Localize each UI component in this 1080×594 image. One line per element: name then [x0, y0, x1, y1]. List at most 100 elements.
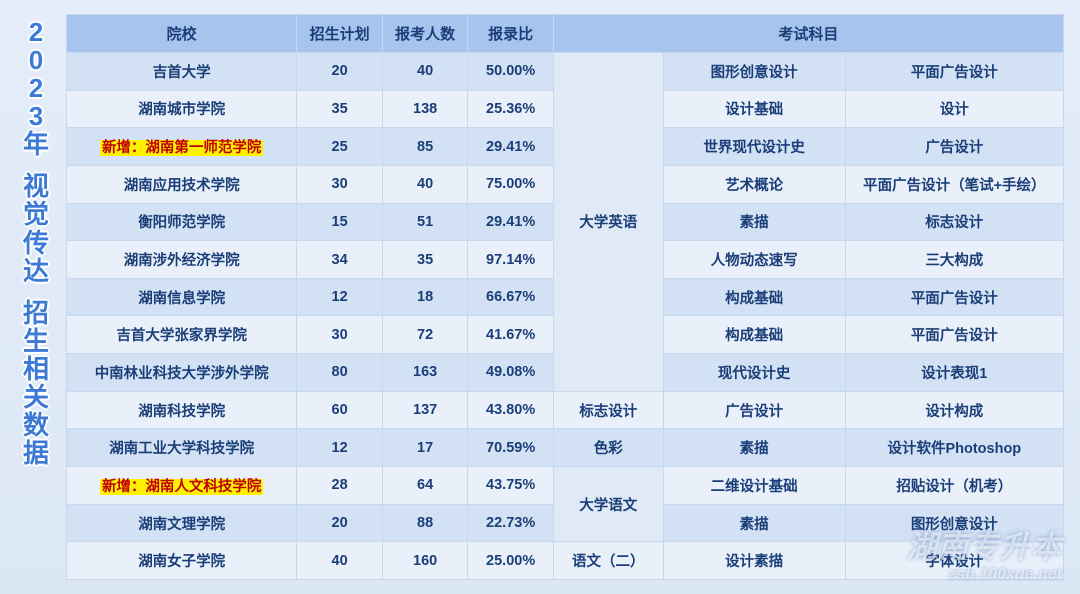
table-row: 吉首大学204050.00%大学英语图形创意设计平面广告设计 [67, 53, 1063, 90]
cell-plan: 20 [297, 53, 382, 90]
side-title-char: 视 [23, 172, 49, 200]
side-title-char: 2 [29, 74, 43, 102]
th-applicants: 报考人数 [383, 15, 468, 52]
cell-subject2: 广告设计 [664, 392, 845, 429]
cell-plan: 35 [297, 91, 382, 128]
table-row: 湖南女子学院4016025.00%语文（二）设计素描字体设计 [67, 542, 1063, 579]
table-body: 吉首大学204050.00%大学英语图形创意设计平面广告设计湖南城市学院3513… [67, 53, 1063, 579]
cell-plan: 60 [297, 392, 382, 429]
cell-subject3: 设计表现1 [846, 354, 1063, 391]
cell-subject3: 平面广告设计 [846, 316, 1063, 353]
cell-subject2: 图形创意设计 [664, 53, 845, 90]
cell-subject2: 现代设计史 [664, 354, 845, 391]
side-title-char: 据 [23, 439, 49, 467]
cell-subject2: 构成基础 [664, 316, 845, 353]
cell-applicants: 160 [383, 542, 468, 579]
cell-school: 衡阳师范学院 [67, 204, 296, 241]
cell-subject2: 艺术概论 [664, 166, 845, 203]
cell-plan: 25 [297, 128, 382, 165]
cell-subject2: 设计素描 [664, 542, 845, 579]
side-title-char: 达 [23, 257, 49, 285]
cell-subject2: 素描 [664, 429, 845, 466]
cell-school: 湖南应用技术学院 [67, 166, 296, 203]
side-title-char: 3 [29, 102, 43, 130]
cell-subject3: 平面广告设计 [846, 53, 1063, 90]
cell-school: 湖南文理学院 [67, 505, 296, 542]
cell-plan: 15 [297, 204, 382, 241]
cell-plan: 80 [297, 354, 382, 391]
cell-ratio: 22.73% [468, 505, 553, 542]
cell-ratio: 41.67% [468, 316, 553, 353]
cell-ratio: 29.41% [468, 204, 553, 241]
th-plan: 招生计划 [297, 15, 382, 52]
cell-ratio: 50.00% [468, 53, 553, 90]
cell-plan: 30 [297, 316, 382, 353]
side-title: 2023年视觉传达招生相关数据 [20, 14, 52, 580]
cell-ratio: 43.75% [468, 467, 553, 504]
cell-applicants: 40 [383, 53, 468, 90]
side-title-char: 招 [23, 299, 49, 327]
cell-ratio: 97.14% [468, 241, 553, 278]
cell-subject3: 图形创意设计 [846, 505, 1063, 542]
cell-applicants: 72 [383, 316, 468, 353]
cell-ratio: 25.00% [468, 542, 553, 579]
cell-plan: 20 [297, 505, 382, 542]
side-title-char: 关 [23, 383, 49, 411]
cell-school: 湖南涉外经济学院 [67, 241, 296, 278]
th-ratio: 报录比 [468, 15, 553, 52]
side-title-char: 2 [29, 18, 43, 46]
cell-applicants: 88 [383, 505, 468, 542]
cell-plan: 40 [297, 542, 382, 579]
cell-subject3: 字体设计 [846, 542, 1063, 579]
cell-applicants: 18 [383, 279, 468, 316]
cell-plan: 12 [297, 429, 382, 466]
cell-subject3: 设计构成 [846, 392, 1063, 429]
th-school: 院校 [67, 15, 296, 52]
cell-school: 湖南科技学院 [67, 392, 296, 429]
cell-subject1: 语文（二） [554, 542, 663, 579]
table-row: 湖南工业大学科技学院121770.59%色彩素描设计软件Photoshop [67, 429, 1063, 466]
cell-school: 湖南城市学院 [67, 91, 296, 128]
cell-applicants: 85 [383, 128, 468, 165]
side-title-char: 数 [23, 411, 49, 439]
cell-subject3: 招贴设计（机考） [846, 467, 1063, 504]
cell-applicants: 51 [383, 204, 468, 241]
side-title-char: 0 [29, 46, 43, 74]
cell-ratio: 29.41% [468, 128, 553, 165]
cell-school: 新增：湖南第一师范学院 [67, 128, 296, 165]
cell-subject2: 设计基础 [664, 91, 845, 128]
cell-school: 吉首大学张家界学院 [67, 316, 296, 353]
cell-subject3: 标志设计 [846, 204, 1063, 241]
new-badge: 新增：湖南第一师范学院 [100, 140, 264, 156]
cell-subject2: 素描 [664, 505, 845, 542]
side-title-char: 年 [23, 130, 49, 158]
cell-applicants: 35 [383, 241, 468, 278]
side-title-char: 生 [23, 327, 49, 355]
cell-ratio: 43.80% [468, 392, 553, 429]
cell-applicants: 138 [383, 91, 468, 128]
cell-subject3: 平面广告设计（笔试+手绘） [846, 166, 1063, 203]
cell-applicants: 137 [383, 392, 468, 429]
side-title-char: 传 [23, 229, 49, 257]
cell-school: 湖南女子学院 [67, 542, 296, 579]
cell-plan: 28 [297, 467, 382, 504]
cell-ratio: 75.00% [468, 166, 553, 203]
cell-applicants: 64 [383, 467, 468, 504]
cell-subject2: 素描 [664, 204, 845, 241]
cell-subject3: 平面广告设计 [846, 279, 1063, 316]
cell-applicants: 163 [383, 354, 468, 391]
th-subjects: 考试科目 [554, 15, 1063, 52]
cell-ratio: 70.59% [468, 429, 553, 466]
cell-ratio: 49.08% [468, 354, 553, 391]
cell-subject1: 大学英语 [554, 53, 663, 391]
cell-plan: 12 [297, 279, 382, 316]
cell-applicants: 17 [383, 429, 468, 466]
cell-subject2: 人物动态速写 [664, 241, 845, 278]
cell-plan: 34 [297, 241, 382, 278]
cell-subject1: 色彩 [554, 429, 663, 466]
cell-subject1: 大学语文 [554, 467, 663, 541]
table-row: 湖南科技学院6013743.80%标志设计广告设计设计构成 [67, 392, 1063, 429]
cell-school: 湖南工业大学科技学院 [67, 429, 296, 466]
side-title-char: 相 [23, 355, 49, 383]
cell-subject3: 设计软件Photoshop [846, 429, 1063, 466]
